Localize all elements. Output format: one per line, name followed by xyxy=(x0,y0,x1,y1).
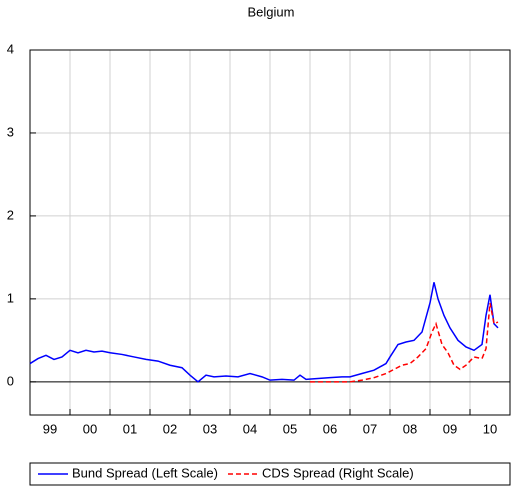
y-tick-label: 1 xyxy=(7,290,14,305)
y-tick-label: 3 xyxy=(7,124,14,139)
x-tick-label: 03 xyxy=(203,421,217,436)
x-tick-label: 02 xyxy=(163,421,177,436)
x-tick-label: 06 xyxy=(323,421,337,436)
legend-box xyxy=(29,462,511,486)
legend-label: Bund Spread (Left Scale) xyxy=(72,465,218,480)
x-tick-label: 05 xyxy=(283,421,297,436)
x-tick-label: 10 xyxy=(483,421,497,436)
x-tick-label: 00 xyxy=(83,421,97,436)
chart-title: Belgium xyxy=(248,4,295,19)
x-tick-label: 07 xyxy=(363,421,377,436)
series-line xyxy=(310,302,499,383)
y-tick-label: 2 xyxy=(7,207,14,222)
y-tick-label: 4 xyxy=(7,41,14,56)
x-tick-label: 04 xyxy=(243,421,257,436)
x-tick-label: 01 xyxy=(123,421,137,436)
x-tick-label: 08 xyxy=(403,421,417,436)
x-tick-label: 09 xyxy=(443,421,457,436)
legend-label: CDS Spread (Right Scale) xyxy=(262,465,414,480)
y-tick-label: 0 xyxy=(7,373,14,388)
x-tick-label: 99 xyxy=(43,421,57,436)
plot-frame xyxy=(29,49,511,416)
series-line xyxy=(29,282,499,383)
